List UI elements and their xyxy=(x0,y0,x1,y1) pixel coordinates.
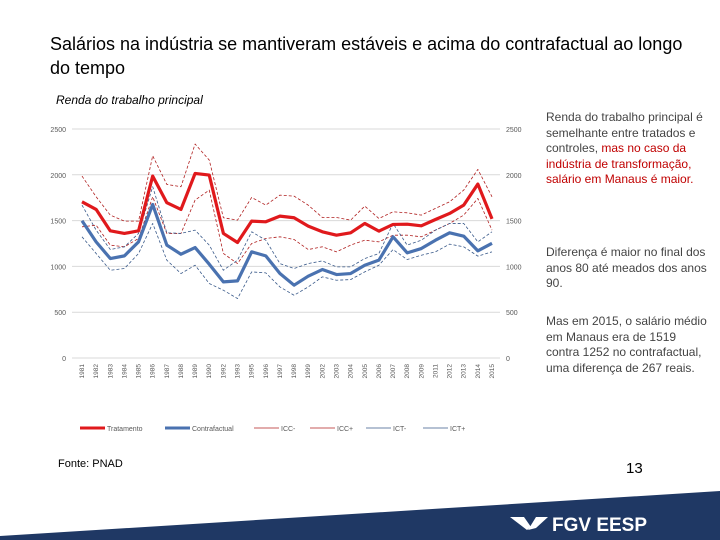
series-icc-minus xyxy=(81,189,493,264)
note-1-text: Renda do trabalho principal é semelhante… xyxy=(546,110,703,155)
x-tick-label: 1985 xyxy=(136,364,143,379)
legend-label: ICC- xyxy=(281,426,296,433)
x-tick-label: 2014 xyxy=(475,364,482,379)
series-contrafactual xyxy=(80,202,493,287)
x-tick-label: 1986 xyxy=(150,364,157,379)
x-tick-label: 2008 xyxy=(404,364,411,379)
y-tick-label: 1500 xyxy=(50,219,66,226)
x-tick-label: 2012 xyxy=(447,364,454,379)
x-tick-label: 2011 xyxy=(432,364,439,378)
series-ict-minus xyxy=(81,223,493,299)
note-1: Renda do trabalho principal é semelhante… xyxy=(546,110,711,188)
y2-tick-label: 2000 xyxy=(506,173,522,180)
chart-title: Renda do trabalho principal xyxy=(56,93,203,107)
y2-tick-label: 2500 xyxy=(506,127,522,134)
x-tick-label: 1993 xyxy=(235,364,242,379)
legend-label: Tratamento xyxy=(107,426,143,433)
x-tick-label: 1984 xyxy=(121,364,128,379)
legend-label: ICT+ xyxy=(450,426,465,433)
x-tick-label: 2003 xyxy=(333,364,340,379)
x-tick-label: 2004 xyxy=(348,364,355,379)
x-tick-label: 1999 xyxy=(305,364,312,379)
x-tick-label: 1987 xyxy=(164,364,171,379)
y-tick-label: 2500 xyxy=(50,127,66,134)
legend-label: ICC+ xyxy=(337,426,353,433)
y-tick-label: 500 xyxy=(54,310,66,317)
note-1-highlight: mas no caso da indústria de transformaçã… xyxy=(546,141,694,186)
x-tick-label: 1988 xyxy=(178,364,185,379)
x-tick-label: 1989 xyxy=(192,364,199,379)
note-3: Mas em 2015, o salário médio em Manaus e… xyxy=(546,314,707,375)
x-tick-label: 1990 xyxy=(206,364,213,379)
source-note: Fonte: PNAD xyxy=(58,458,123,470)
legend-label: Contrafactual xyxy=(192,426,234,433)
y2-tick-label: 1000 xyxy=(506,264,522,271)
y-tick-label: 2000 xyxy=(50,173,66,180)
x-tick-label: 2015 xyxy=(489,364,496,379)
page-number: 13 xyxy=(626,460,643,477)
x-tick-label: 1983 xyxy=(107,364,114,379)
x-tick-label: 1995 xyxy=(249,364,256,379)
x-tick-label: 2007 xyxy=(390,364,397,379)
slide-title: Salários na indústria se mantiveram está… xyxy=(50,34,683,78)
y2-tick-label: 0 xyxy=(506,356,510,363)
y-tick-label: 1000 xyxy=(50,264,66,271)
x-tick-label: 2002 xyxy=(319,364,326,379)
x-tick-label: 1997 xyxy=(277,364,284,379)
x-tick-label: 2009 xyxy=(418,364,425,379)
x-tick-label: 1996 xyxy=(263,364,270,379)
x-tick-label: 1998 xyxy=(291,364,298,379)
x-tick-label: 1981 xyxy=(79,364,86,379)
x-tick-label: 2013 xyxy=(461,364,468,379)
y-tick-label: 0 xyxy=(62,356,66,363)
x-tick-label: 1982 xyxy=(93,364,100,379)
x-tick-label: 2005 xyxy=(362,364,369,379)
note-2: Diferença é maior no final dos anos 80 a… xyxy=(546,245,707,290)
legend-label: ICT- xyxy=(393,426,407,433)
series-tratamento xyxy=(81,171,494,245)
series-ict-plus xyxy=(81,186,493,271)
y2-tick-label: 500 xyxy=(506,310,518,317)
y2-tick-label: 1500 xyxy=(506,219,522,226)
x-tick-label: 2006 xyxy=(376,364,383,379)
x-tick-label: 1992 xyxy=(220,364,227,379)
